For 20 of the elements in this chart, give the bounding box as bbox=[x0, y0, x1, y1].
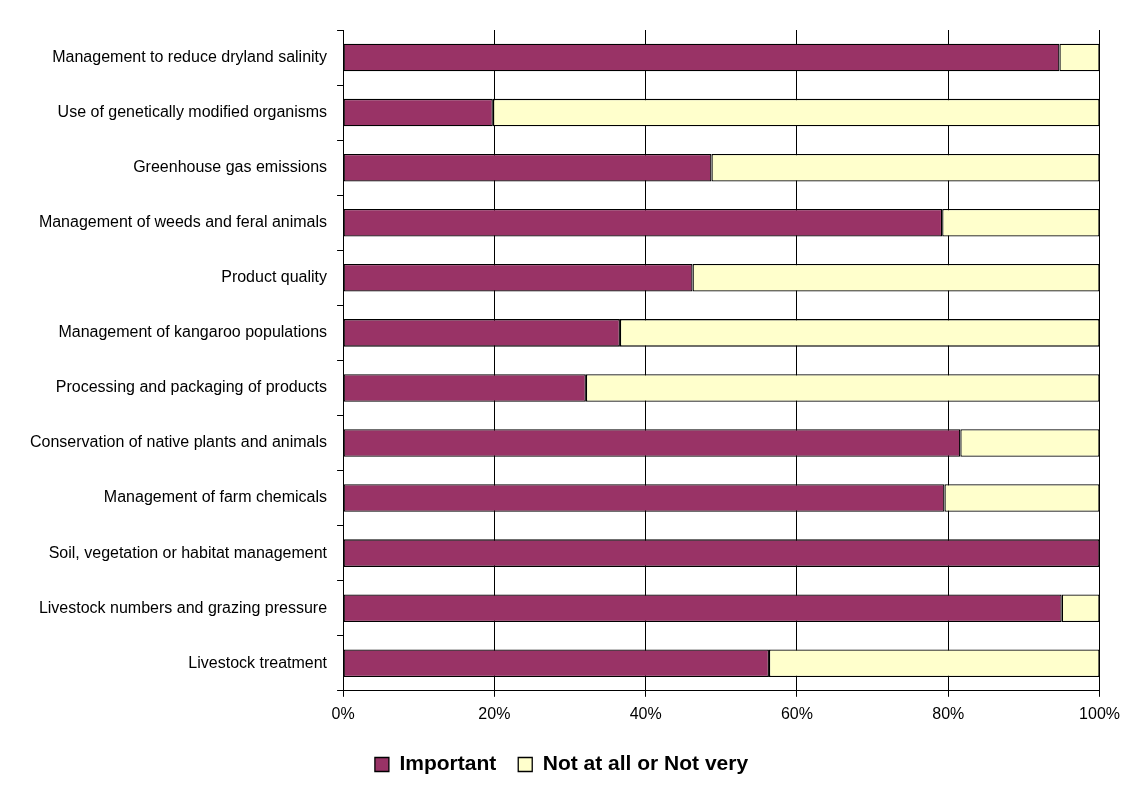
y-tick-label: Management of kangaroo populations bbox=[58, 323, 328, 341]
y-tick-label: Processing and packaging of products bbox=[55, 378, 328, 396]
legend-label: Important bbox=[399, 751, 497, 775]
legend-label: Not at all or Not very bbox=[542, 751, 749, 775]
y-tick-label: Use of genetically modified organisms bbox=[57, 103, 328, 121]
y-tick-label: Soil, vegetation or habitat management bbox=[48, 543, 328, 561]
x-tick-label: 80% bbox=[932, 704, 965, 722]
y-tick-label: Management of weeds and feral animals bbox=[38, 213, 328, 231]
x-tick-label: 60% bbox=[780, 704, 813, 722]
x-tick-label: 40% bbox=[629, 704, 662, 722]
y-tick-label: Conservation of native plants and animals bbox=[30, 433, 328, 451]
y-tick-label: Management of farm chemicals bbox=[103, 488, 328, 506]
y-tick-label: Livestock treatment bbox=[188, 653, 328, 671]
y-tick-label: Greenhouse gas emissions bbox=[133, 158, 328, 176]
x-tick-label: 100% bbox=[1079, 704, 1120, 722]
y-tick-label: Product quality bbox=[221, 268, 328, 286]
x-tick-label: 20% bbox=[478, 704, 511, 722]
x-tick-label: 0% bbox=[331, 704, 355, 722]
y-tick-label: Livestock numbers and grazing pressure bbox=[38, 598, 328, 616]
y-tick-label: Management to reduce dryland salinity bbox=[52, 47, 328, 65]
